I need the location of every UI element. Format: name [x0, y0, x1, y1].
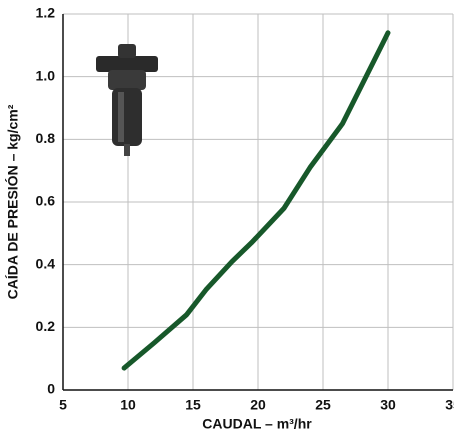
filter-illustration [96, 44, 158, 156]
y-axis-label: CAÍDA DE PRESIÓN – kg/cm² [4, 104, 21, 299]
x-tick-label: 10 [120, 397, 136, 413]
y-tick-label: 0.4 [36, 255, 56, 271]
x-tick-label: 30 [380, 397, 396, 413]
x-tick-label: 15 [185, 397, 201, 413]
y-tick-label: 1.2 [36, 5, 56, 21]
y-tick-label: 0.2 [36, 318, 56, 334]
x-tick-label: 25 [315, 397, 331, 413]
x-tick-label: 35 [445, 397, 454, 413]
y-tick-label: 0 [47, 381, 55, 397]
x-tick-label: 20 [250, 397, 266, 413]
y-tick-label: 1.0 [36, 67, 56, 83]
data-line [121, 30, 391, 371]
x-axis-label: CAUDAL – m³/hr [202, 416, 312, 432]
y-tick-label: 0.8 [36, 130, 56, 146]
x-tick-label: 5 [59, 397, 67, 413]
y-tick-label: 0.6 [36, 193, 56, 209]
